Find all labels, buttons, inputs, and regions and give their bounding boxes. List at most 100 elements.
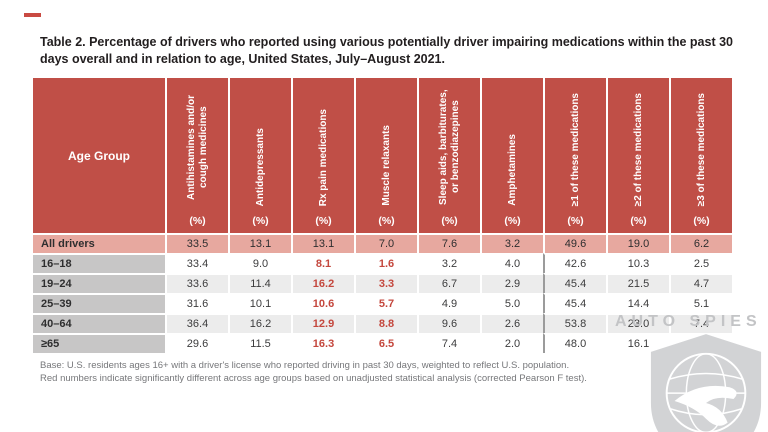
column-header-label: Amphetamines: [506, 134, 518, 206]
value-cell: 6.5: [354, 333, 417, 353]
table-row: 16–18 33.4 9.0 8.1 1.6 3.2 4.0 42.6 10.3 2.5: [33, 253, 732, 273]
column-header-label: Sleep aids, barbiturates, or benzodiazep…: [437, 89, 461, 205]
table-row: 40–64 36.4 16.2 12.9 8.8 9.6 2.6 53.8 23.0 7.4: [33, 313, 732, 333]
row-label: 16–18: [33, 253, 165, 273]
row-label: 40–64: [33, 313, 165, 333]
value-cell: 16.2: [291, 273, 354, 293]
medications-table: Age Group Antihistamines and/or cough me…: [33, 78, 732, 353]
column-header: ≥2 of these medications (%): [606, 78, 669, 233]
row-label: All drivers: [33, 233, 165, 253]
column-header: Antihistamines and/or cough medicines (%): [165, 78, 228, 233]
column-header: ≥3 of these medications (%): [669, 78, 732, 233]
value-cell: 12.9: [291, 313, 354, 333]
value-cell: 14.4: [606, 293, 669, 313]
table-title: Table 2. Percentage of drivers who repor…: [40, 35, 733, 66]
value-cell: 3.2: [480, 233, 543, 253]
red-accent-dash: [24, 13, 41, 17]
value-cell: 53.8: [543, 313, 606, 333]
row-label: ≥65: [33, 333, 165, 353]
column-header: ≥1 of these medications (%): [543, 78, 606, 233]
percent-unit-label: (%): [189, 215, 206, 227]
value-cell: 2.5: [669, 253, 732, 273]
value-cell: 7.6: [417, 233, 480, 253]
value-cell: 11.4: [228, 273, 291, 293]
value-cell: 7.0: [354, 233, 417, 253]
column-header-label: ≥3 of these medications: [695, 92, 707, 206]
table-header-row: Age Group Antihistamines and/or cough me…: [33, 78, 732, 233]
column-header-label: Antihistamines and/or cough medicines: [185, 94, 209, 200]
percent-unit-label: (%): [378, 215, 395, 227]
value-cell: 7.4: [669, 313, 732, 333]
column-header-label: ≥2 of these medications: [632, 92, 644, 206]
value-cell: 23.0: [606, 313, 669, 333]
value-cell: 42.6: [543, 253, 606, 273]
value-cell: 13.1: [228, 233, 291, 253]
value-cell: 31.6: [165, 293, 228, 313]
value-cell: 9.6: [417, 313, 480, 333]
value-cell: 3.2: [417, 253, 480, 273]
column-header: Muscle relaxants (%): [354, 78, 417, 233]
column-header: Rx pain medications (%): [291, 78, 354, 233]
value-cell: 33.6: [165, 273, 228, 293]
value-cell: 16.2: [228, 313, 291, 333]
column-header-label: Antidepressants: [254, 127, 266, 206]
value-cell: 5.7: [354, 293, 417, 313]
value-cell: 33.5: [165, 233, 228, 253]
footnote-base: Base: U.S. residents ages 16+ with a dri…: [40, 360, 570, 371]
percent-unit-label: (%): [441, 215, 458, 227]
value-cell: 16.3: [291, 333, 354, 353]
value-cell: 6.7: [417, 273, 480, 293]
row-label: 25–39: [33, 293, 165, 313]
value-cell: 13.1: [291, 233, 354, 253]
value-cell: 19.0: [606, 233, 669, 253]
footnotes: Base: U.S. residents ages 16+ with a dri…: [40, 359, 730, 386]
value-cell: 33.4: [165, 253, 228, 273]
table-row: 25–39 31.6 10.1 10.6 5.7 4.9 5.0 45.4 14.4 5.1: [33, 293, 732, 313]
value-cell: 2.0: [480, 333, 543, 353]
value-cell: 2.9: [480, 273, 543, 293]
row-label: 19–24: [33, 273, 165, 293]
value-cell: 9.0: [228, 253, 291, 273]
value-cell: 29.6: [165, 333, 228, 353]
percent-unit-label: (%): [252, 215, 269, 227]
percent-unit-label: (%): [567, 215, 584, 227]
value-cell: 36.4: [165, 313, 228, 333]
value-cell: 11.5: [228, 333, 291, 353]
value-cell: 49.6: [543, 233, 606, 253]
value-cell: 10.1: [228, 293, 291, 313]
percent-unit-label: (%): [504, 215, 521, 227]
column-header-label: Muscle relaxants: [380, 125, 392, 206]
value-cell: 4.7: [669, 273, 732, 293]
value-cell: 45.4: [543, 273, 606, 293]
age-group-header: Age Group: [33, 78, 165, 233]
column-header: Amphetamines (%): [480, 78, 543, 233]
value-cell: 16.1: [606, 333, 669, 353]
value-cell: 2.6: [480, 313, 543, 333]
value-cell: 10.6: [291, 293, 354, 313]
column-header-label: Rx pain medications: [317, 108, 329, 206]
value-cell: 5.0: [480, 293, 543, 313]
value-cell: 10.3: [606, 253, 669, 273]
table-row: 19–24 33.6 11.4 16.2 3.3 6.7 2.9 45.4 21.5 4.7: [33, 273, 732, 293]
value-cell: 1.6: [354, 253, 417, 273]
value-cell: 5.7: [669, 333, 732, 353]
percent-unit-label: (%): [630, 215, 647, 227]
value-cell: 6.2: [669, 233, 732, 253]
table-row: All drivers 33.5 13.1 13.1 7.0 7.6 3.2 49.6 19.0…: [33, 233, 732, 253]
value-cell: 5.1: [669, 293, 732, 313]
column-header: Sleep aids, barbiturates, or benzodiazep…: [417, 78, 480, 233]
footnote-red: Red numbers indicate significantly diffe…: [40, 373, 587, 385]
value-cell: 8.1: [291, 253, 354, 273]
value-cell: 3.3: [354, 273, 417, 293]
value-cell: 21.5: [606, 273, 669, 293]
value-cell: 8.8: [354, 313, 417, 333]
column-header-label: ≥1 of these medications: [569, 92, 581, 206]
value-cell: 45.4: [543, 293, 606, 313]
value-cell: 4.9: [417, 293, 480, 313]
column-header: Antidepressants (%): [228, 78, 291, 233]
percent-unit-label: (%): [693, 215, 710, 227]
table-row: ≥65 29.6 11.5 16.3 6.5 7.4 2.0 48.0 16.1 5.7: [33, 333, 732, 353]
table-body: All drivers 33.5 13.1 13.1 7.0 7.6 3.2 49.6 19.0…: [33, 233, 732, 353]
value-cell: 48.0: [543, 333, 606, 353]
